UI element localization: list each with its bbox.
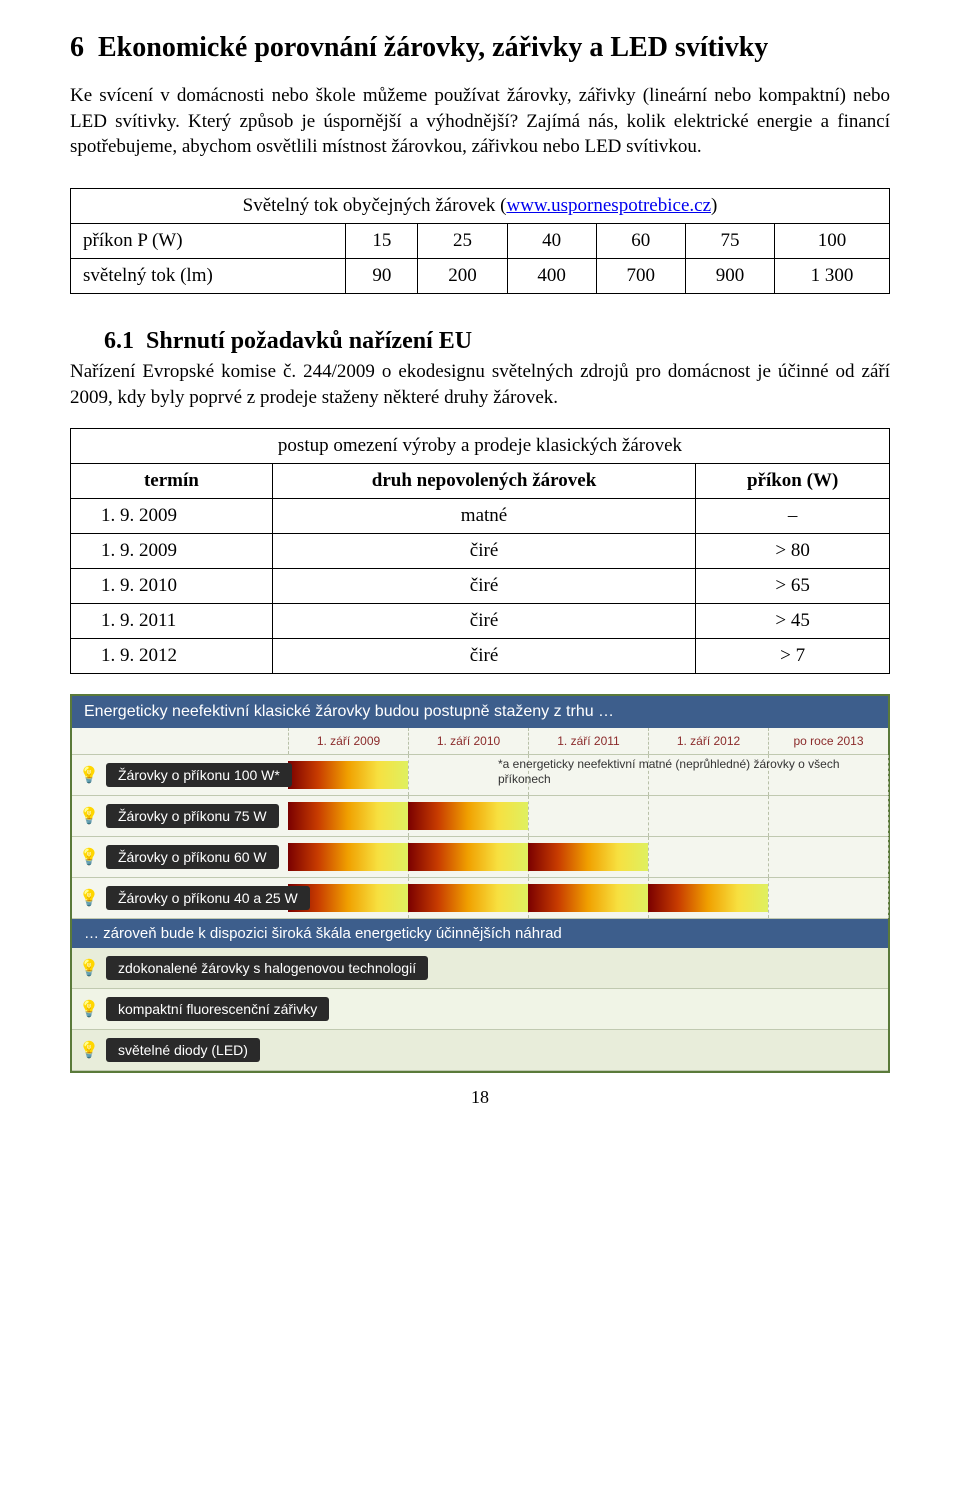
section-title-text: Ekonomické porovnání žárovky, zářivky a …	[98, 32, 768, 63]
section-title: 6 Ekonomické porovnání žárovky, zářivky …	[70, 30, 890, 65]
bulb-row: 💡Žárovky o příkonu 75 W	[72, 796, 888, 837]
date-cell: po roce 2013	[768, 728, 888, 754]
date-cell: 1. září 2011	[528, 728, 648, 754]
date-cell: 1. září 2012	[648, 728, 768, 754]
table-row: 1. 9. 2009 čiré > 80	[71, 534, 890, 569]
subsection-paragraph: Nařízení Evropské komise č. 244/2009 o e…	[70, 359, 890, 410]
row-head: světelný tok (lm)	[71, 258, 346, 293]
luminous-flux-table: Světelný tok obyčejných žárovek (www.usp…	[70, 188, 890, 294]
table-row: příkon P (W) 15 25 40 60 75 100	[71, 223, 890, 258]
alternative-row: 💡světelné diody (LED)	[72, 1030, 888, 1071]
col-header: druh nepovolených žárovek	[272, 464, 695, 499]
bulb-icon: 💡	[72, 999, 106, 1019]
infographic-header: Energeticky neefektivní klasické žárovky…	[72, 696, 888, 728]
bulb-label: Žárovky o příkonu 100 W*	[106, 763, 292, 787]
table2-caption: postup omezení výroby a prodeje klasický…	[71, 429, 890, 464]
intro-paragraph: Ke svícení v domácnosti nebo škole můžem…	[70, 83, 890, 160]
table-row: světelný tok (lm) 90 200 400 700 900 1 3…	[71, 258, 890, 293]
table-row: 1. 9. 2009 matné –	[71, 499, 890, 534]
bulb-icon: 💡	[72, 765, 106, 785]
bulb-label: Žárovky o příkonu 40 a 25 W	[106, 886, 310, 910]
subsection-number: 6.1	[104, 328, 134, 354]
table-row: 1. 9. 2010 čiré > 65	[71, 569, 890, 604]
bar-area	[288, 843, 888, 871]
row-head: příkon P (W)	[71, 223, 346, 258]
bulb-icon: 💡	[72, 958, 106, 978]
bulb-row: 💡Žárovky o příkonu 40 a 25 W	[72, 878, 888, 919]
bulb-icon: 💡	[72, 1040, 106, 1060]
bulb-row: 💡Žárovky o příkonu 100 W* *a energeticky …	[72, 755, 888, 796]
col-header: termín	[71, 464, 273, 499]
bulb-icon: 💡	[72, 806, 106, 826]
date-cell: 1. září 2010	[408, 728, 528, 754]
bulb-row: 💡Žárovky o příkonu 60 W	[72, 837, 888, 878]
bulb-label: Žárovky o příkonu 75 W	[106, 804, 279, 828]
infographic-footnote: *a energeticky neefektivní matné (neprůh…	[498, 757, 878, 787]
table1-caption: Světelný tok obyčejných žárovek (www.usp…	[71, 188, 890, 223]
alternative-label: světelné diody (LED)	[106, 1038, 260, 1062]
alternative-row: 💡kompaktní fluorescenční zářivky	[72, 989, 888, 1030]
table-row: 1. 9. 2012 čiré > 7	[71, 639, 890, 674]
bulb-label: Žárovky o příkonu 60 W	[106, 845, 279, 869]
phaseout-infographic: Energeticky neefektivní klasické žárovky…	[70, 694, 890, 1073]
phaseout-table: postup omezení výroby a prodeje klasický…	[70, 428, 890, 674]
alternative-label: kompaktní fluorescenční zářivky	[106, 997, 329, 1021]
bulb-icon: 💡	[72, 888, 106, 908]
table-row: 1. 9. 2011 čiré > 45	[71, 604, 890, 639]
bulb-icon: 💡	[72, 847, 106, 867]
alternative-row: 💡zdokonalené žárovky s halogenovou techn…	[72, 948, 888, 989]
col-header: příkon (W)	[696, 464, 890, 499]
bar-area	[288, 802, 888, 830]
page-number: 18	[70, 1087, 890, 1108]
bar-area	[288, 884, 888, 912]
infographic-dates: 1. září 20091. září 20101. září 20111. z…	[72, 728, 888, 755]
subsection-title-text: Shrnutí požadavků nařízení EU	[146, 328, 472, 354]
alternative-label: zdokonalené žárovky s halogenovou techno…	[106, 956, 428, 980]
infographic-subheader: … zároveň bude k dispozici široká škála …	[72, 919, 888, 948]
subsection-title: 6.1 Shrnutí požadavků nařízení EU	[104, 328, 890, 355]
section-number: 6	[70, 32, 84, 63]
source-link[interactable]: www.uspornespotrebice.cz	[506, 195, 711, 216]
date-cell: 1. září 2009	[288, 728, 408, 754]
